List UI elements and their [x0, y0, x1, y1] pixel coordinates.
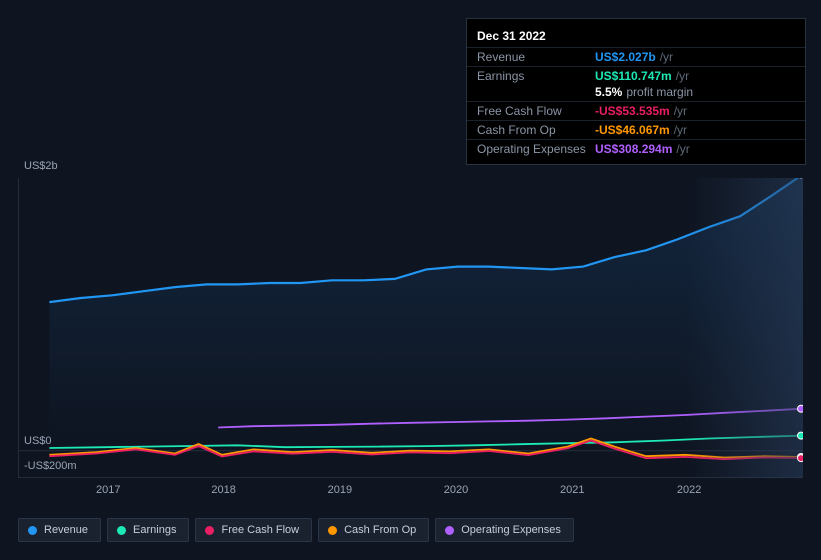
tooltip-value: US$110.747m — [595, 69, 672, 83]
tooltip-unit: /yr — [674, 104, 687, 118]
legend-label: Revenue — [44, 524, 88, 536]
tooltip-unit: /yr — [676, 142, 689, 156]
tooltip-label: Free Cash Flow — [477, 104, 595, 118]
x-axis: 2017 2018 2019 2020 2021 2022 — [18, 484, 803, 504]
tooltip-row-opex: Operating Expenses US$308.294m /yr — [467, 139, 805, 158]
tooltip-row-revenue: Revenue US$2.027b /yr — [467, 47, 805, 66]
tooltip-row-fcf: Free Cash Flow -US$53.535m /yr — [467, 101, 805, 120]
tooltip-label: Revenue — [477, 50, 595, 64]
legend-item[interactable]: Operating Expenses — [435, 518, 574, 542]
tooltip-date: Dec 31 2022 — [467, 25, 805, 47]
legend-label: Cash From Op — [344, 524, 416, 536]
legend-item[interactable]: Cash From Op — [318, 518, 429, 542]
x-tick-label: 2021 — [560, 484, 584, 496]
tooltip-row-earnings-sub: 5.5% profit margin — [467, 85, 805, 101]
legend-label: Earnings — [133, 524, 176, 536]
tooltip-label: Operating Expenses — [477, 142, 595, 156]
tooltip-row-earnings: Earnings US$110.747m /yr — [467, 66, 805, 85]
tooltip-unit: /yr — [676, 69, 689, 83]
legend-swatch-icon — [28, 526, 37, 535]
tooltip-label: Earnings — [477, 69, 595, 83]
x-tick-label: 2018 — [211, 484, 235, 496]
legend-item[interactable]: Revenue — [18, 518, 101, 542]
tooltip-value: US$2.027b — [595, 50, 656, 64]
legend-item[interactable]: Free Cash Flow — [195, 518, 312, 542]
x-tick-label: 2017 — [96, 484, 120, 496]
tooltip-unit: /yr — [660, 50, 673, 64]
y-tick-label: US$2b — [24, 160, 58, 172]
tooltip-unit: /yr — [674, 123, 687, 137]
legend: Revenue Earnings Free Cash Flow Cash From O… — [18, 518, 574, 542]
x-tick-label: 2022 — [677, 484, 701, 496]
chart-svg — [18, 178, 803, 478]
legend-swatch-icon — [328, 526, 337, 535]
tooltip-row-cfo: Cash From Op -US$46.067m /yr — [467, 120, 805, 139]
tooltip-sub-value: 5.5% — [595, 85, 622, 99]
tooltip-label: Cash From Op — [477, 123, 595, 137]
legend-swatch-icon — [445, 526, 454, 535]
legend-swatch-icon — [117, 526, 126, 535]
chart-tooltip: Dec 31 2022 Revenue US$2.027b /yr Earnin… — [466, 18, 806, 165]
tooltip-value: -US$46.067m — [595, 123, 670, 137]
legend-label: Free Cash Flow — [221, 524, 299, 536]
chart-area[interactable]: US$2b US$0 -US$200m — [0, 160, 821, 500]
x-tick-label: 2020 — [444, 484, 468, 496]
legend-item[interactable]: Earnings — [107, 518, 189, 542]
tooltip-value: -US$53.535m — [595, 104, 670, 118]
legend-label: Operating Expenses — [461, 524, 561, 536]
tooltip-value: US$308.294m — [595, 142, 672, 156]
x-tick-label: 2019 — [328, 484, 352, 496]
legend-swatch-icon — [205, 526, 214, 535]
tooltip-sub-label: profit margin — [626, 85, 693, 99]
